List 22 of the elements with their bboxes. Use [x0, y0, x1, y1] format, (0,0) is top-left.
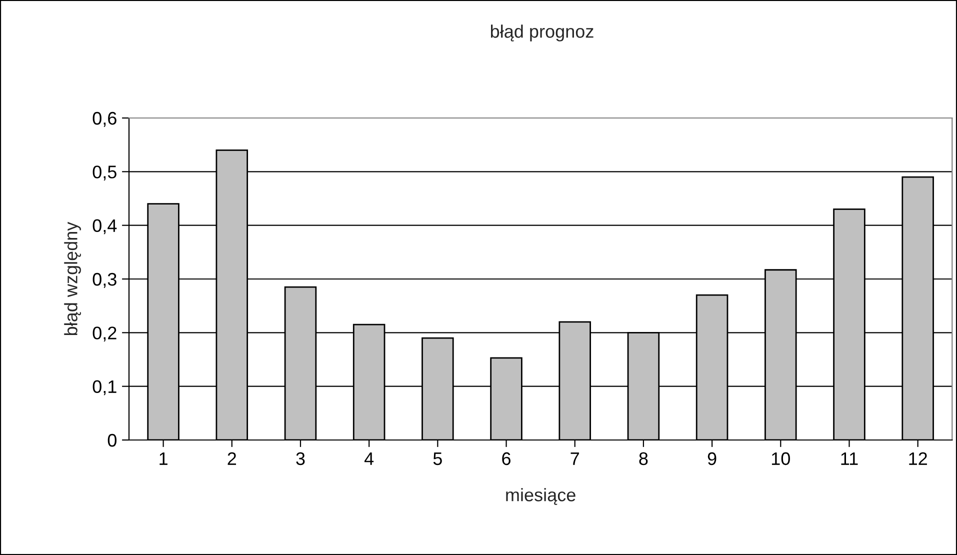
x-tick-label: 10: [772, 452, 790, 466]
y-tick-label: 0,1: [92, 380, 116, 396]
x-tick-label: 12: [909, 452, 927, 465]
x-tick-label: 4: [364, 452, 374, 465]
x-tick-label: 7: [570, 452, 579, 465]
x-tick-label: 1: [160, 452, 168, 465]
y-tick-label: 0: [108, 434, 116, 447]
y-tick-label: 0,6: [92, 112, 116, 127]
x-axis-title: miesiące: [506, 488, 576, 505]
x-tick-label: 3: [296, 452, 305, 466]
x-tick-label: 8: [639, 452, 648, 466]
y-tick-label: 0,3: [92, 272, 116, 288]
y-tick-label: 0,5: [92, 166, 116, 181]
x-tick-label: 9: [708, 452, 716, 466]
y-axis-title: błąd względny: [64, 222, 81, 336]
x-tick-label: 6: [502, 452, 510, 466]
x-tick-label: 2: [228, 452, 236, 465]
chart-title: błąd prognoz: [490, 24, 594, 42]
y-tick-label: 0,4: [92, 219, 117, 234]
x-tick-label: 11: [841, 452, 858, 465]
x-tick-label: 5: [433, 452, 442, 466]
y-tick-label: 0,2: [92, 326, 116, 342]
